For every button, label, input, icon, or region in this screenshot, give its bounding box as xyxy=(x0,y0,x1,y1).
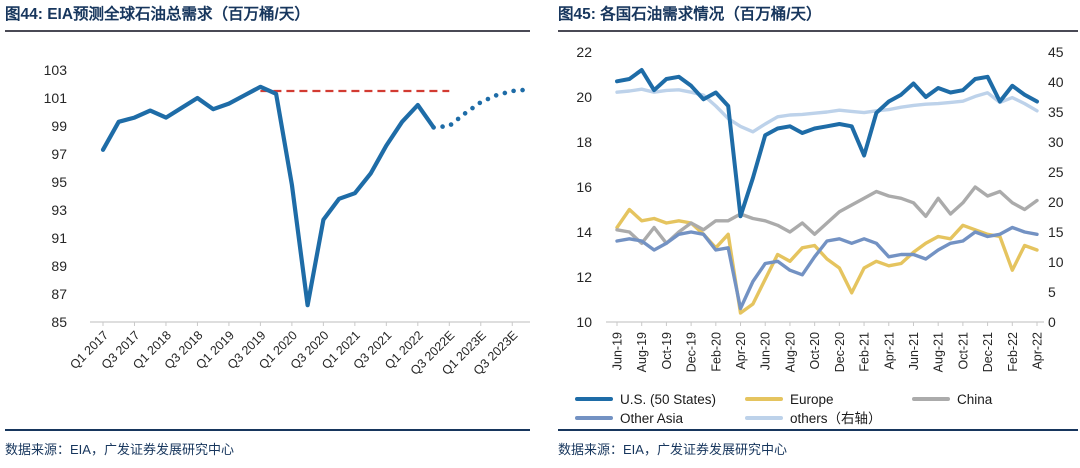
legend-label-china: China xyxy=(957,392,993,407)
legend-swatch-europe xyxy=(745,397,783,402)
svg-text:93: 93 xyxy=(51,202,67,218)
figure-44-panel: 图44: EIA预测全球石油总需求（百万桶/天） 103 101 99 97 95 93 9… xyxy=(5,5,530,463)
legend-label-europe: Europe xyxy=(790,392,834,407)
svg-text:10: 10 xyxy=(1048,254,1064,270)
svg-text:Feb-22: Feb-22 xyxy=(1006,332,1020,372)
legend-swatch-others xyxy=(745,416,783,421)
svg-text:16: 16 xyxy=(576,179,592,195)
svg-text:91: 91 xyxy=(51,230,67,246)
legend-swatch-china xyxy=(912,397,950,402)
svg-text:5: 5 xyxy=(1048,284,1056,300)
svg-text:0: 0 xyxy=(1048,314,1056,330)
legend-label-others: others（右轴） xyxy=(790,411,882,426)
svg-text:95: 95 xyxy=(51,174,67,190)
svg-text:Oct-21: Oct-21 xyxy=(956,332,970,370)
svg-text:10: 10 xyxy=(576,314,592,330)
svg-text:Aug-20: Aug-20 xyxy=(783,332,797,372)
svg-text:12: 12 xyxy=(576,269,592,285)
svg-text:Aug-19: Aug-19 xyxy=(635,332,649,372)
figure-45-line-chart: 22 20 18 16 14 12 10 45 40 35 30 25 20 15 10 5 0 Jun-19 Au… xyxy=(576,44,1064,372)
svg-text:Feb-20: Feb-20 xyxy=(709,332,723,372)
svg-text:Jun-20: Jun-20 xyxy=(759,332,773,370)
svg-text:Apr-21: Apr-21 xyxy=(882,332,896,370)
svg-text:89: 89 xyxy=(51,258,67,274)
svg-text:15: 15 xyxy=(1048,224,1064,240)
svg-text:Dec-20: Dec-20 xyxy=(833,332,847,372)
legend-label-us: U.S. (50 States) xyxy=(620,392,717,407)
figure-44-source-text: 数据来源：EIA，广发证券发展研究中心 xyxy=(5,442,234,457)
svg-text:Oct-20: Oct-20 xyxy=(808,332,822,370)
svg-text:Aug-21: Aug-21 xyxy=(932,332,946,372)
svg-text:45: 45 xyxy=(1048,44,1064,60)
svg-text:97: 97 xyxy=(51,146,67,162)
svg-text:25: 25 xyxy=(1048,164,1064,180)
svg-text:Apr-20: Apr-20 xyxy=(734,332,748,370)
svg-text:103: 103 xyxy=(44,62,68,78)
svg-text:99: 99 xyxy=(51,118,67,134)
svg-text:22: 22 xyxy=(576,44,592,60)
svg-text:Jun-21: Jun-21 xyxy=(907,332,921,370)
figure-45-source-text: 数据来源：EIA，广发证券发展研究中心 xyxy=(558,442,787,457)
legend-label-other-asia: Other Asia xyxy=(620,411,684,426)
legend-swatch-us xyxy=(575,397,613,402)
figure-45-legend: U.S. (50 States) Europe China Other Asia… xyxy=(558,391,1078,429)
svg-text:14: 14 xyxy=(576,224,592,240)
legend-item-china: China xyxy=(912,391,992,408)
svg-text:Apr-22: Apr-22 xyxy=(1031,332,1045,370)
svg-text:Dec-19: Dec-19 xyxy=(685,332,699,372)
legend-item-others: others（右轴） xyxy=(745,410,882,427)
legend-item-other-asia: Other Asia xyxy=(575,410,683,427)
svg-text:40: 40 xyxy=(1048,74,1064,90)
svg-text:Dec-21: Dec-21 xyxy=(981,332,995,372)
legend-item-europe: Europe xyxy=(745,391,834,408)
figure-44-title: 图44: EIA预测全球石油总需求（百万桶/天） xyxy=(5,5,530,32)
svg-text:Feb-21: Feb-21 xyxy=(858,332,872,372)
figure-44-source: 数据来源：EIA，广发证券发展研究中心 xyxy=(5,429,530,458)
svg-text:30: 30 xyxy=(1048,134,1064,150)
figure-45-source: 数据来源：EIA，广发证券发展研究中心 xyxy=(558,429,1078,458)
figure-45-title: 图45: 各国石油需求情况（百万桶/天） xyxy=(558,5,1078,32)
svg-text:20: 20 xyxy=(1048,194,1064,210)
svg-text:101: 101 xyxy=(44,90,68,106)
svg-text:35: 35 xyxy=(1048,104,1064,120)
figure-45-panel: 图45: 各国石油需求情况（百万桶/天） 22 20 18 16 14 12 10 45 40 3… xyxy=(558,5,1078,463)
svg-text:85: 85 xyxy=(51,314,67,330)
svg-text:Jun-19: Jun-19 xyxy=(611,332,625,370)
svg-text:87: 87 xyxy=(51,286,67,302)
svg-text:20: 20 xyxy=(576,89,592,105)
svg-text:Oct-19: Oct-19 xyxy=(660,332,674,370)
legend-item-us: U.S. (50 States) xyxy=(575,391,716,408)
legend-swatch-other-asia xyxy=(575,416,613,421)
svg-text:18: 18 xyxy=(576,134,592,150)
